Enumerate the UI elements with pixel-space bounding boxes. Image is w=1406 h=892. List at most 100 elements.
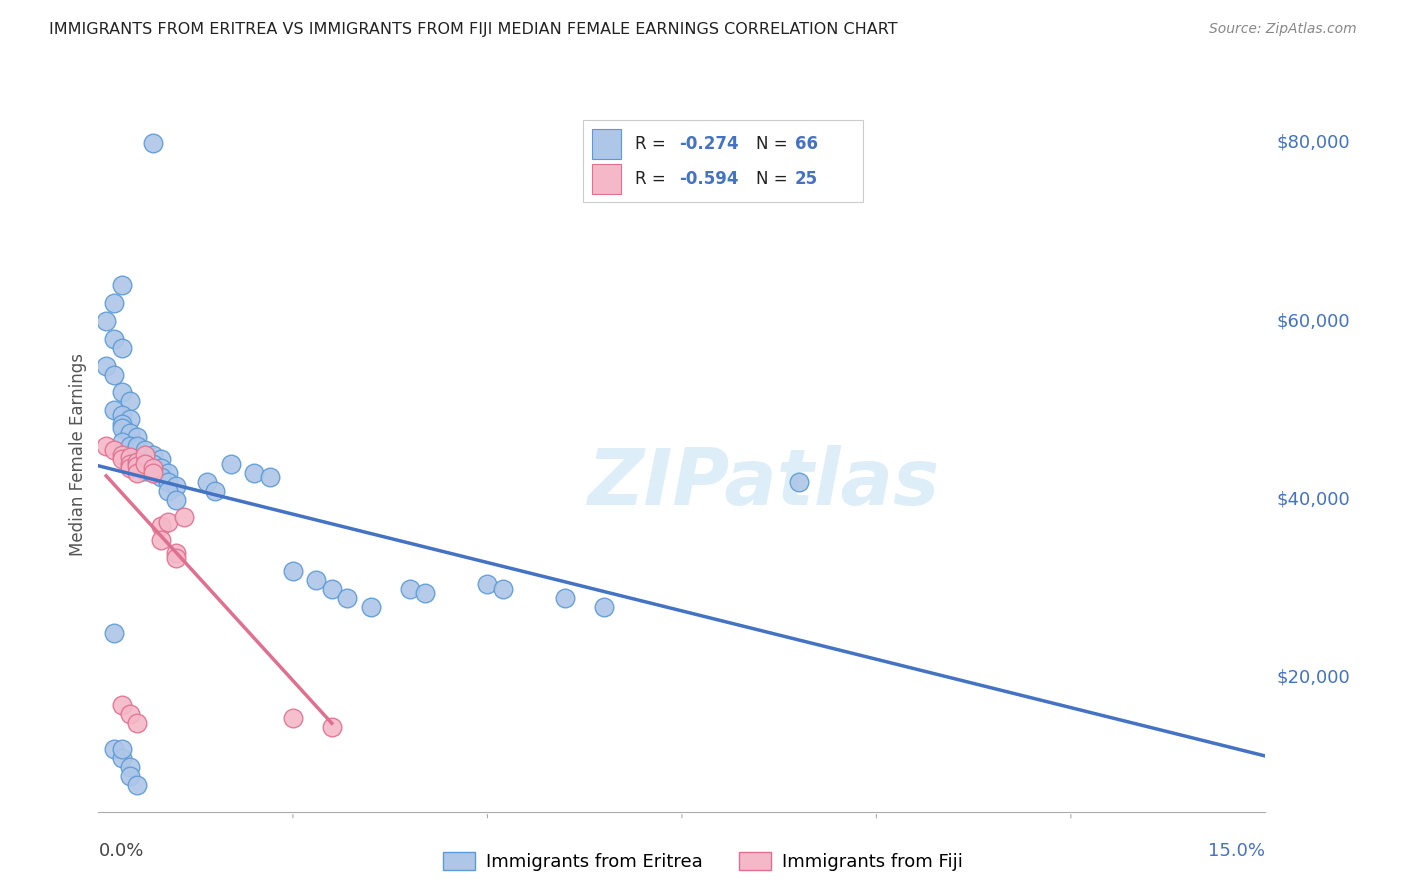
Point — [165, 492, 187, 507]
Point — [118, 450, 141, 464]
Point — [118, 425, 141, 440]
Text: $20,000: $20,000 — [1277, 669, 1350, 687]
Point — [195, 475, 218, 489]
Point — [127, 439, 149, 453]
Point — [259, 470, 281, 484]
Point — [127, 443, 149, 458]
Text: $60,000: $60,000 — [1277, 312, 1350, 330]
Point — [134, 457, 156, 471]
Point — [554, 591, 576, 605]
FancyBboxPatch shape — [582, 120, 863, 202]
Legend: Immigrants from Eritrea, Immigrants from Fiji: Immigrants from Eritrea, Immigrants from… — [436, 845, 970, 879]
Point — [165, 550, 187, 565]
Point — [142, 461, 165, 475]
Point — [593, 599, 616, 614]
Point — [149, 470, 172, 484]
Point — [142, 466, 165, 480]
Point — [321, 720, 343, 734]
Point — [111, 417, 134, 431]
Point — [127, 778, 149, 792]
Point — [118, 412, 141, 426]
Point — [118, 457, 141, 471]
Point — [134, 448, 156, 462]
Point — [127, 430, 149, 444]
Point — [118, 461, 141, 475]
Text: $80,000: $80,000 — [1277, 134, 1350, 152]
FancyBboxPatch shape — [592, 128, 621, 159]
Text: R =: R = — [636, 135, 671, 153]
Point — [103, 368, 125, 382]
Point — [157, 475, 180, 489]
Text: -0.594: -0.594 — [679, 170, 740, 188]
Point — [305, 573, 328, 587]
Point — [149, 461, 172, 475]
Text: IMMIGRANTS FROM ERITREA VS IMMIGRANTS FROM FIJI MEDIAN FEMALE EARNINGS CORRELATI: IMMIGRANTS FROM ERITREA VS IMMIGRANTS FR… — [49, 22, 898, 37]
Point — [103, 443, 125, 458]
Point — [103, 742, 125, 756]
Point — [477, 577, 499, 591]
Point — [118, 760, 141, 774]
Point — [96, 439, 118, 453]
Point — [336, 591, 359, 605]
Point — [127, 452, 149, 467]
Point — [149, 519, 172, 533]
Point — [204, 483, 226, 498]
Point — [219, 457, 242, 471]
Point — [134, 443, 156, 458]
Point — [127, 458, 149, 473]
Point — [134, 455, 156, 469]
Point — [111, 751, 134, 765]
Text: N =: N = — [756, 135, 793, 153]
Point — [103, 296, 125, 310]
Text: R =: R = — [636, 170, 671, 188]
Point — [96, 314, 118, 328]
Point — [118, 450, 141, 464]
Point — [127, 441, 149, 455]
Text: $40,000: $40,000 — [1277, 491, 1350, 508]
Point — [118, 769, 141, 783]
Point — [142, 457, 165, 471]
Point — [103, 332, 125, 346]
Point — [111, 452, 134, 467]
Text: Source: ZipAtlas.com: Source: ZipAtlas.com — [1209, 22, 1357, 37]
Point — [157, 466, 180, 480]
Point — [360, 599, 382, 614]
Point — [281, 711, 304, 725]
Point — [111, 385, 134, 400]
Text: N =: N = — [756, 170, 793, 188]
Point — [321, 582, 343, 596]
Text: 25: 25 — [794, 170, 818, 188]
Point — [103, 626, 125, 640]
Point — [149, 452, 172, 467]
Point — [96, 359, 118, 373]
Point — [142, 136, 165, 150]
Text: 0.0%: 0.0% — [98, 842, 143, 860]
Text: 66: 66 — [794, 135, 818, 153]
Point — [111, 434, 134, 449]
Point — [118, 706, 141, 721]
Point — [111, 742, 134, 756]
Y-axis label: Median Female Earnings: Median Female Earnings — [69, 353, 87, 557]
Point — [787, 475, 810, 489]
Point — [413, 586, 436, 600]
Point — [134, 448, 156, 462]
Point — [142, 466, 165, 480]
Point — [111, 278, 134, 293]
Point — [134, 458, 156, 473]
Point — [127, 455, 149, 469]
Point — [165, 479, 187, 493]
Point — [142, 461, 165, 475]
Point — [149, 533, 172, 547]
Text: ZIPatlas: ZIPatlas — [588, 445, 939, 522]
Point — [111, 448, 134, 462]
Point — [118, 394, 141, 409]
Point — [111, 341, 134, 355]
Point — [127, 715, 149, 730]
Text: -0.274: -0.274 — [679, 135, 740, 153]
Point — [157, 515, 180, 529]
Point — [243, 466, 266, 480]
Point — [118, 439, 141, 453]
Point — [103, 403, 125, 417]
Point — [111, 421, 134, 435]
Point — [492, 582, 515, 596]
